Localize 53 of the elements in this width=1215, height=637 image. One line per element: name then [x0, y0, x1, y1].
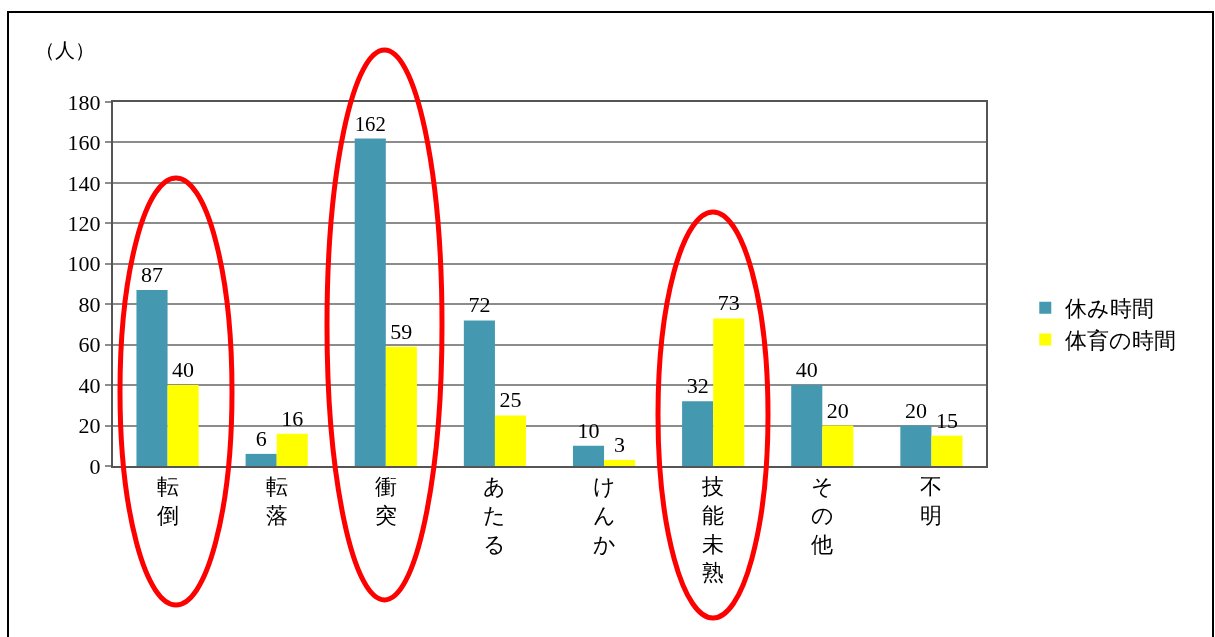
y-tick-label: 140: [67, 170, 101, 196]
data-label: 162: [354, 112, 386, 135]
bar: [167, 385, 199, 466]
bar: [463, 320, 495, 466]
data-label: 10: [577, 417, 600, 443]
bar: [572, 445, 605, 466]
x-tick-label: けんか: [592, 474, 616, 557]
x-tick-label: 転倒: [156, 474, 179, 528]
data-label: 3: [614, 431, 626, 457]
bar: [276, 433, 308, 466]
bar: [494, 415, 527, 466]
x-tick-label: 不明: [920, 474, 943, 528]
y-tick-label: 0: [89, 453, 101, 479]
data-label: 25: [499, 387, 522, 413]
bar: [604, 459, 636, 466]
y-tick-label: 120: [67, 211, 101, 237]
x-tick-label: その他: [810, 474, 834, 557]
data-label: 32: [686, 373, 709, 399]
y-tick-label: 60: [78, 332, 101, 358]
y-tick-label: 80: [78, 291, 101, 317]
bar: [245, 453, 277, 466]
bar: [713, 318, 745, 466]
x-tick-label: 転落: [265, 474, 288, 528]
bar: [900, 425, 932, 466]
bar: [385, 346, 417, 466]
bar: [791, 385, 823, 466]
data-label: 20: [826, 397, 849, 423]
legend-label: 体育の時間: [1065, 328, 1177, 354]
data-label: 20: [904, 397, 927, 423]
data-label: 72: [468, 292, 491, 318]
x-tick-label: 技能未熟: [701, 474, 725, 586]
y-tick-label: 160: [67, 130, 101, 156]
data-label: 40: [172, 357, 195, 383]
data-label: 40: [795, 357, 818, 383]
bar: [822, 425, 854, 466]
data-label: 59: [390, 318, 413, 344]
bar: [931, 435, 963, 466]
y-tick-label: 40: [78, 372, 101, 398]
x-tick-label: 衝突: [374, 474, 397, 528]
data-label: 6: [255, 425, 267, 451]
x-tick-label: あたる: [483, 474, 507, 557]
data-label: 15: [935, 407, 958, 433]
data-label: 87: [141, 262, 164, 288]
bar: [354, 138, 386, 466]
bar: [136, 290, 168, 466]
data-label: 73: [717, 290, 740, 316]
data-label: 16: [281, 405, 304, 431]
y-tick-label: 180: [67, 89, 101, 115]
bar: [682, 401, 714, 466]
y-tick-label: 100: [67, 251, 101, 277]
y-tick-label: 20: [78, 413, 101, 439]
y-axis-title: （人）: [35, 39, 95, 61]
legend-label: 休み時間: [1065, 296, 1155, 322]
